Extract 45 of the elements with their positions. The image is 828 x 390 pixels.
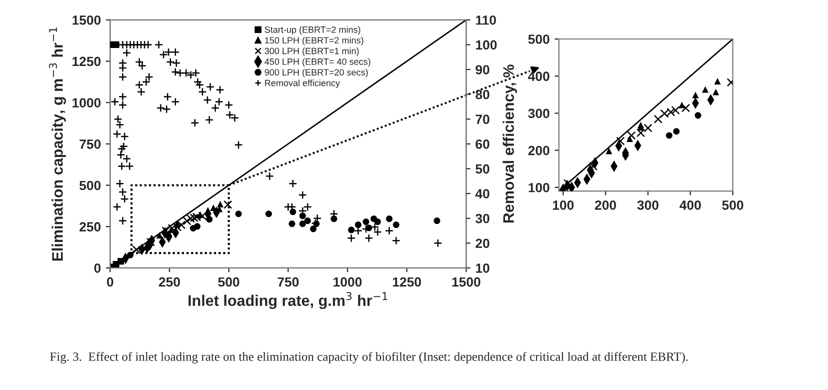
legend-label: 450 LPH (EBRT= 40 secs)	[264, 58, 370, 67]
y-tick-label: 400	[528, 72, 550, 82]
x-tick-label: 1000	[334, 277, 362, 287]
y-tick-label: 1000	[72, 98, 101, 108]
y2-tick-label: 90	[476, 65, 490, 74]
x-tick-label: 0	[106, 277, 114, 287]
y-tick-label: 500	[528, 34, 550, 44]
x-tick-label: 250	[158, 277, 180, 287]
y2-tick-label: 20	[476, 238, 490, 248]
y2-tick-label: 110	[476, 15, 496, 25]
x-axis-title: Inlet loading rate, g.m$^{3}$ hr$^{−1}$	[188, 292, 388, 310]
x-tick-label: 100	[552, 200, 574, 210]
y2-tick-label: 60	[476, 139, 490, 149]
legend-label: 900 LPH (EBRT=20 secs)	[264, 68, 368, 78]
y-axis-title: Elimination capacity, g m$^{−3}$ hr$^{−1}$	[48, 28, 66, 261]
x-tick-label: 200	[595, 200, 616, 210]
x-tick-label: 400	[680, 200, 701, 210]
y-tick-label: 250	[80, 222, 101, 232]
y2-tick-label: 50	[476, 164, 490, 174]
y-tick-label: 500	[79, 180, 101, 190]
x-tick-label: 1500	[452, 277, 480, 287]
y2-tick-label: 40	[475, 189, 490, 198]
y2-axis-title: Removal efficiency, %	[502, 64, 517, 223]
y2-tick-label: 30	[475, 214, 490, 224]
legend-label: 150 LPH (EBRT=2 mins)	[265, 36, 364, 46]
y2-tick-label: 70	[476, 114, 490, 124]
y-tick-label: 1250	[72, 56, 101, 66]
x-tick-label: 750	[278, 277, 299, 287]
x-tick-label: 500	[218, 277, 240, 287]
legend-label: 300 LPH (EBRT=1 min)	[264, 48, 359, 56]
legend-label: Removal efficiency	[265, 80, 340, 88]
y-tick-label: 100	[528, 182, 550, 192]
x-tick-label: 1250	[392, 277, 421, 287]
y-tick-label: 300	[528, 108, 550, 118]
x-tick-label: 300	[637, 200, 658, 210]
y-tick-label: 1500	[72, 15, 101, 25]
x-tick-label: 500	[722, 200, 744, 210]
caption: Fig. 3. Effect of inlet loading rate on the elimination capacity of biofilter (Inset: dependence of critical load at different EBRT).	[50, 352, 688, 364]
y2-tick-label: 100	[476, 40, 497, 50]
y2-tick-label: 80	[476, 90, 490, 100]
y-tick-label: 750	[80, 139, 101, 149]
y-tick-label: 200	[528, 146, 550, 156]
legend-label: Start-up (EBRT=2 mins)	[264, 26, 360, 35]
y2-tick-label: 10	[476, 263, 490, 273]
y-tick-label: 0	[94, 263, 101, 273]
